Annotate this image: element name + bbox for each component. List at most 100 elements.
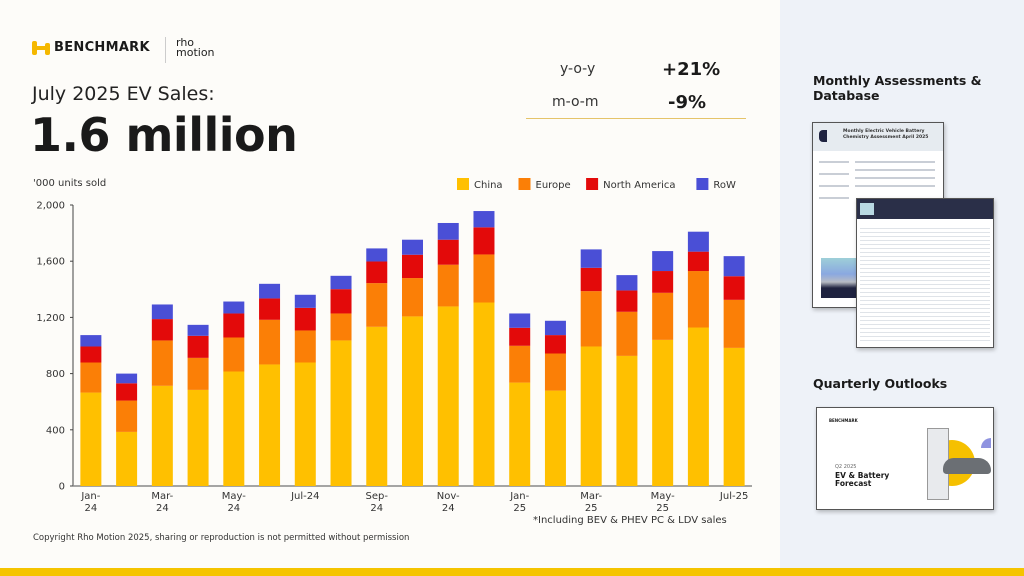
- benchmark-wordmark: BENCHMARK: [54, 40, 150, 55]
- bar-china-Aug-24: [330, 340, 352, 486]
- x-tick-label: Jul-24: [290, 491, 319, 502]
- monthly-section-title: Monthly Assessments & Database: [813, 73, 982, 103]
- brand-footer-bar: [0, 568, 1024, 576]
- bar-europe-Jun-25: [687, 271, 709, 328]
- y-tick-label: 0: [59, 482, 65, 493]
- bar-china-Mar-24: [151, 385, 173, 486]
- bar-china-Jun-25: [687, 327, 709, 486]
- database-thumbnail[interactable]: [856, 198, 994, 348]
- legend-label: RoW: [713, 180, 736, 191]
- benchmark-logo-mark-icon: [32, 40, 50, 55]
- bar-china-May-25: [652, 339, 674, 486]
- rho-motion-logo: rho motion: [176, 36, 215, 59]
- bar-row-May-25: [652, 251, 674, 272]
- bar-china-Jul-24: [294, 362, 316, 486]
- bar-row-Jan-24: [80, 335, 102, 347]
- page-subtitle: July 2025 EV Sales:: [32, 83, 215, 105]
- bar-europe-Jun-24: [259, 319, 281, 365]
- bar-china-Oct-24: [402, 316, 423, 486]
- bar-europe-Dec-24: [473, 254, 495, 303]
- thumb-benchmark-logo: BENCHMARK: [829, 418, 858, 423]
- bar-row-Jul-25: [723, 256, 745, 277]
- bar-europe-Apr-25: [616, 311, 638, 356]
- bar-row-Nov-24: [437, 222, 459, 240]
- bar-europe-Mar-24: [151, 340, 173, 386]
- bar-europe-Nov-24: [437, 264, 459, 307]
- y-tick-label: 400: [46, 425, 65, 436]
- legend-swatch-china: [457, 178, 469, 190]
- bar-north-america-Mar-25: [580, 267, 602, 292]
- bar-row-Oct-24: [402, 239, 423, 255]
- x-tick-label: 24: [442, 503, 455, 514]
- bar-europe-Apr-24: [187, 357, 209, 390]
- bar-europe-May-24: [223, 337, 245, 372]
- bar-europe-Jul-24: [294, 330, 316, 363]
- y-tick-label: 2,000: [36, 201, 65, 212]
- x-tick-label: 24: [85, 503, 98, 514]
- y-tick-label: 800: [46, 369, 65, 380]
- bar-row-Mar-24: [151, 304, 173, 320]
- x-tick-label: Jan-: [509, 491, 529, 502]
- footnote: *Including BEV & PHEV PC & LDV sales: [533, 515, 727, 526]
- bar-china-Dec-24: [473, 302, 495, 486]
- bar-north-america-Aug-24: [330, 289, 352, 314]
- bar-china-Mar-25: [580, 346, 602, 486]
- bar-europe-Jan-24: [80, 362, 102, 393]
- bar-row-Dec-24: [473, 211, 495, 228]
- x-tick-label: Mar-: [151, 491, 173, 502]
- bar-north-america-Nov-24: [437, 239, 459, 265]
- y-tick-label: 1,200: [36, 313, 65, 324]
- mom-value: -9%: [668, 92, 707, 113]
- bar-row-Apr-25: [616, 275, 638, 291]
- quarterly-outlook-thumbnail[interactable]: BENCHMARK Q2 2025 EV & Battery Forecast: [816, 407, 994, 510]
- x-tick-label: 24: [370, 503, 383, 514]
- bar-north-america-Feb-25: [544, 335, 566, 354]
- x-tick-label: May-: [651, 491, 675, 502]
- monthly-doc-title: Monthly Electric Vehicle Battery Chemist…: [843, 129, 929, 140]
- y-tick-label: 1,600: [36, 257, 65, 268]
- thumb-period: Q2 2025: [835, 464, 857, 470]
- bar-north-america-Jun-24: [259, 298, 281, 320]
- x-tick-label: Sep-: [366, 491, 389, 502]
- stats-divider: [526, 118, 746, 119]
- yoy-value: +21%: [662, 59, 721, 80]
- x-tick-label: Jul-25: [719, 491, 748, 502]
- bar-north-america-Oct-24: [402, 254, 423, 279]
- bar-row-Mar-25: [580, 249, 602, 268]
- bar-row-Jan-25: [509, 313, 531, 328]
- x-tick-label: Jan-: [80, 491, 100, 502]
- bar-china-Feb-24: [116, 431, 138, 486]
- x-tick-label: 25: [585, 503, 598, 514]
- bar-north-america-Jan-24: [80, 346, 102, 363]
- x-tick-label: Nov-: [437, 491, 460, 502]
- benchmark-logo: BENCHMARK: [32, 40, 150, 55]
- bar-europe-May-25: [652, 292, 674, 340]
- bar-row-Aug-24: [330, 275, 352, 290]
- headline-figure: 1.6 million: [30, 108, 298, 162]
- legend-label: Europe: [536, 180, 571, 191]
- bar-row-Sep-24: [366, 248, 388, 262]
- x-tick-label: 24: [156, 503, 169, 514]
- bar-china-Jan-25: [509, 382, 531, 486]
- bar-europe-Feb-25: [544, 353, 566, 391]
- bar-china-Jun-24: [259, 364, 281, 486]
- bar-china-Jan-24: [80, 392, 102, 486]
- legend-swatch-north-america: [586, 178, 599, 190]
- bar-row-May-24: [223, 301, 245, 314]
- bar-north-america-May-25: [652, 271, 674, 293]
- mom-label: m-o-m: [552, 94, 599, 110]
- bar-north-america-May-24: [223, 313, 245, 338]
- yoy-label: y-o-y: [560, 61, 596, 77]
- bar-europe-Feb-24: [116, 400, 138, 432]
- bar-china-Sep-24: [366, 326, 388, 486]
- thumb-title: EV & Battery Forecast: [835, 471, 890, 488]
- bar-north-america-Sep-24: [366, 261, 388, 284]
- y-axis-label: '000 units sold: [33, 178, 107, 189]
- x-tick-label: 24: [227, 503, 240, 514]
- bar-europe-Jan-25: [509, 345, 531, 383]
- bar-china-Nov-24: [437, 306, 459, 486]
- bar-europe-Aug-24: [330, 313, 352, 341]
- bar-china-Apr-24: [187, 389, 209, 486]
- bar-china-Apr-25: [616, 355, 638, 486]
